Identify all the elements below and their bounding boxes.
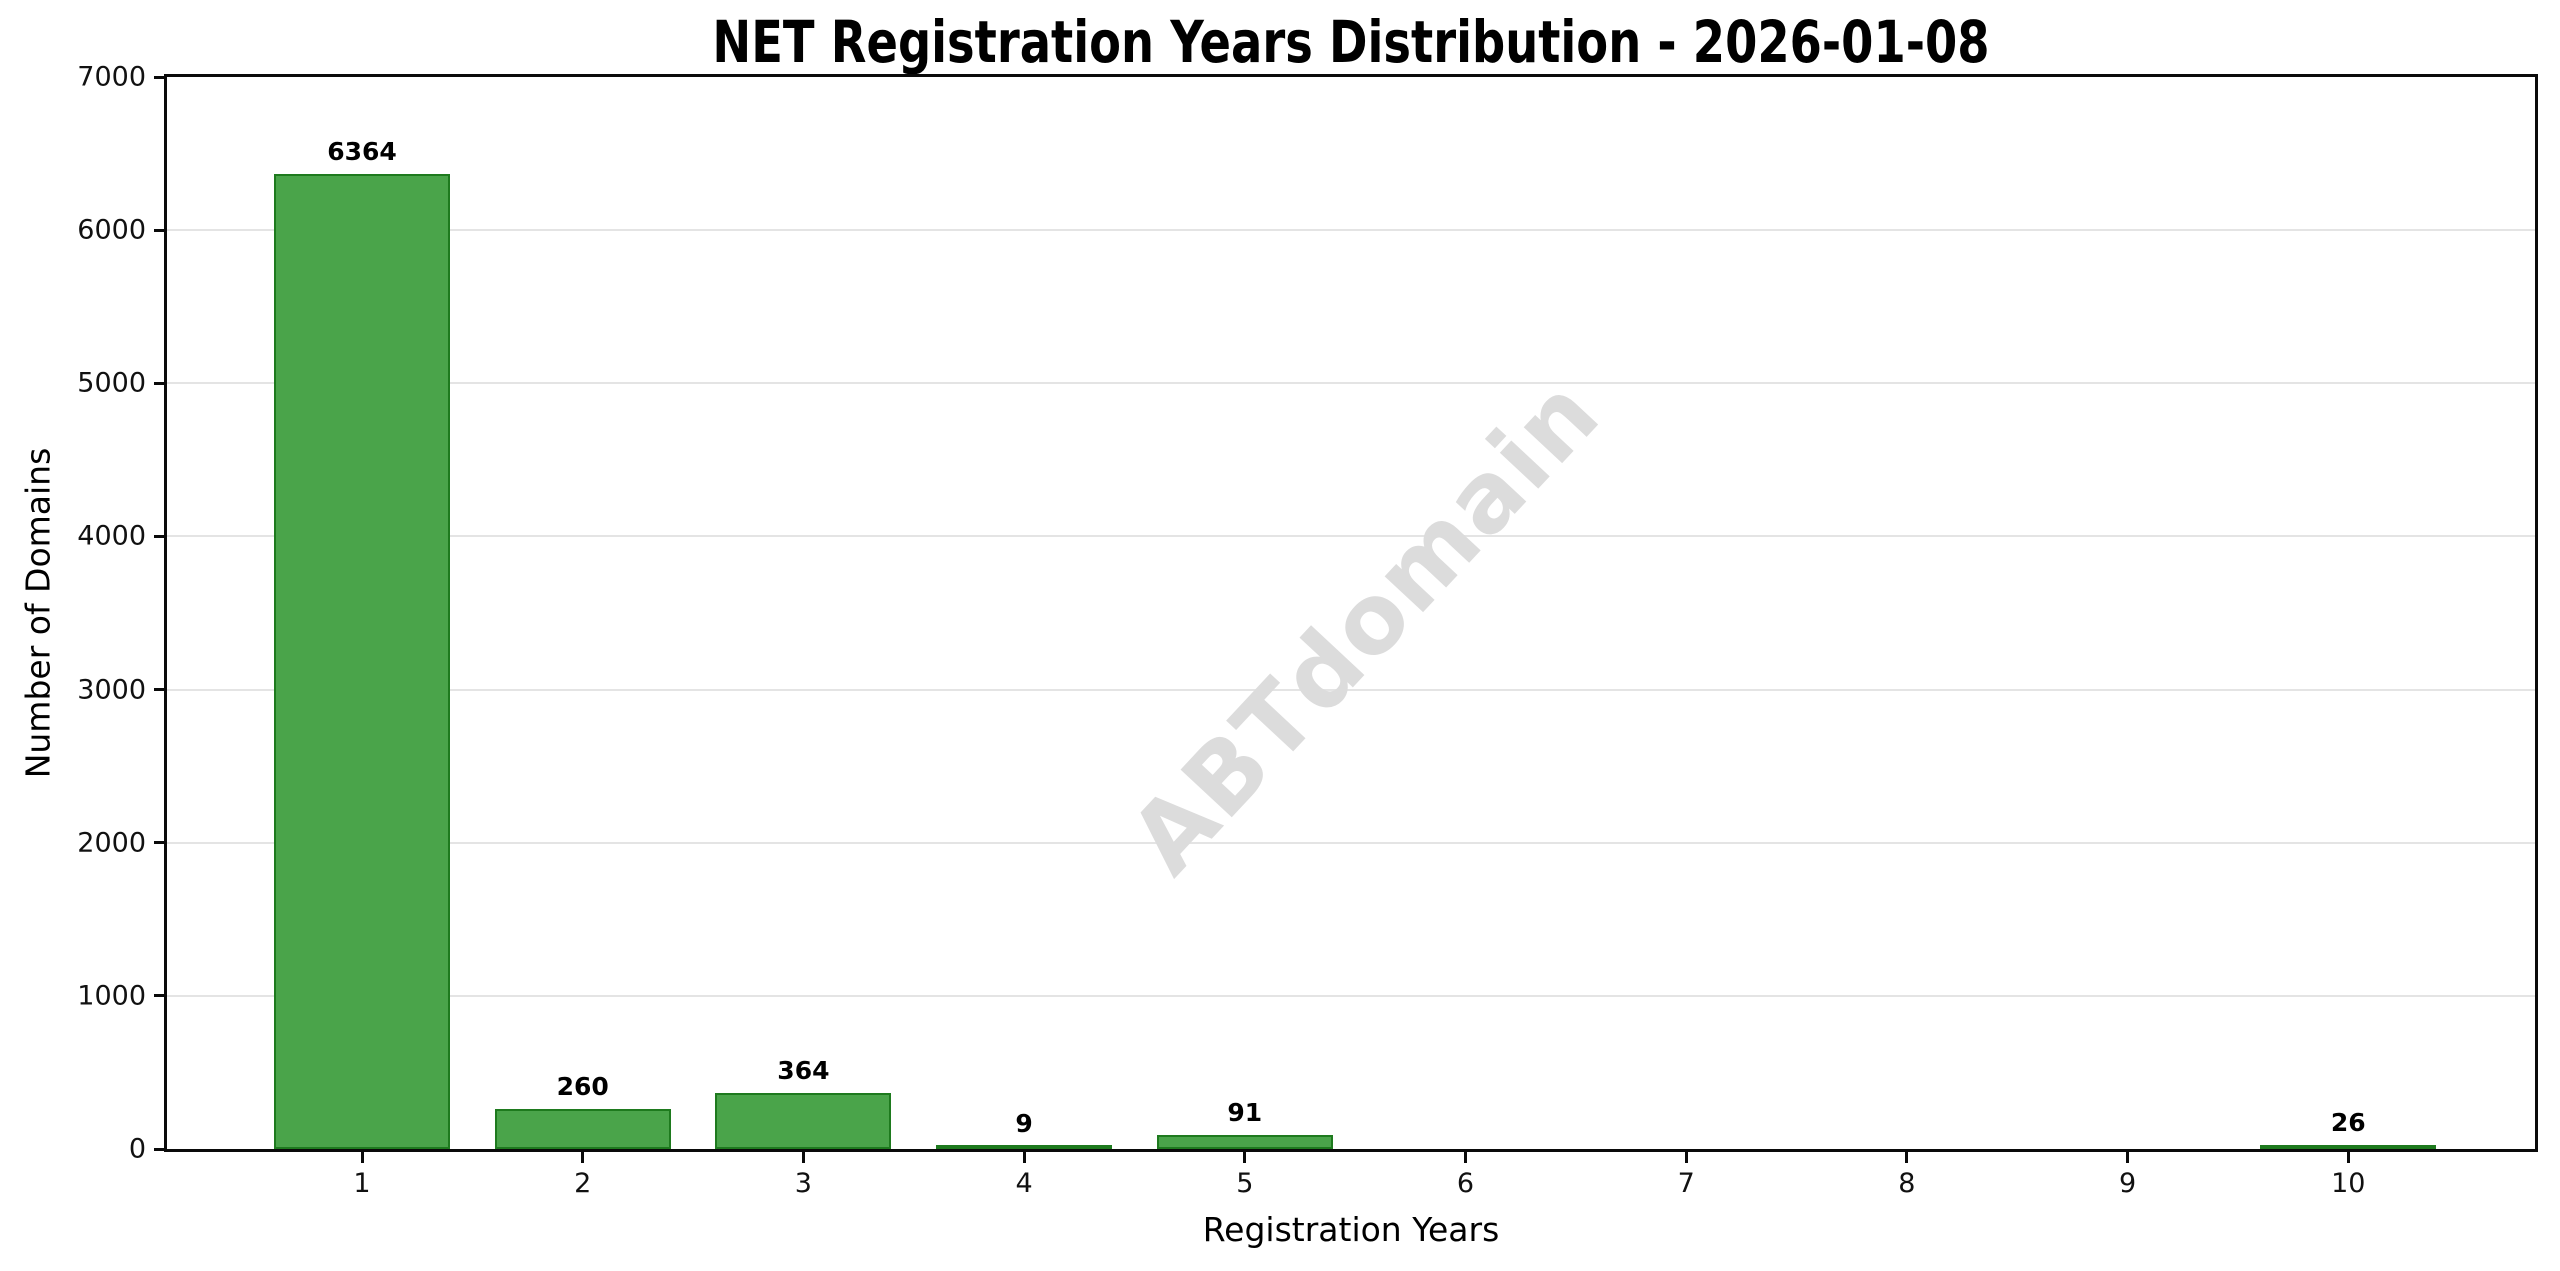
y-tick-label-7000: 7000 — [77, 61, 146, 93]
x-tick-mark-8 — [1905, 1152, 1909, 1163]
bar-value-label-1: 6364 — [327, 137, 397, 167]
chart-title: NET Registration Years Distribution - 20… — [553, 8, 2149, 76]
y-tick-mark-2000 — [154, 841, 164, 845]
x-tick-label-3: 3 — [794, 1168, 812, 1199]
y-tick-label-4000: 4000 — [77, 520, 146, 552]
y-tick-label-3000: 3000 — [77, 674, 146, 706]
chart-title-text: NET Registration Years Distribution - 20… — [712, 8, 1990, 76]
x-tick-label-5: 5 — [1236, 1168, 1254, 1199]
x-tick-label-1: 1 — [353, 1168, 371, 1199]
x-tick-label-9: 9 — [2119, 1168, 2137, 1199]
gridline-y-2000 — [167, 841, 2535, 844]
y-tick-mark-1000 — [154, 994, 164, 998]
x-tick-mark-10 — [2346, 1152, 2350, 1163]
y-tick-mark-0 — [154, 1147, 164, 1151]
y-tick-label-1000: 1000 — [77, 980, 146, 1012]
y-axis-label: Number of Domains — [18, 447, 58, 779]
x-tick-mark-5 — [1243, 1152, 1247, 1163]
x-tick-label-4: 4 — [1015, 1168, 1033, 1199]
y-tick-mark-6000 — [154, 228, 164, 232]
x-axis-label: Registration Years — [1202, 1210, 1500, 1249]
x-tick-mark-9 — [2126, 1152, 2130, 1163]
watermark-text: ABTdomain — [1108, 356, 1622, 896]
y-tick-mark-3000 — [154, 688, 164, 692]
bar-value-label-4: 9 — [1015, 1109, 1033, 1138]
x-tick-mark-3 — [801, 1152, 805, 1163]
bar-year-2 — [494, 1109, 671, 1149]
gridline-y-4000 — [167, 535, 2535, 538]
bar-year-3 — [715, 1093, 892, 1149]
bar-year-1 — [274, 174, 450, 1149]
x-tick-label-6: 6 — [1456, 1168, 1475, 1199]
bar-value-label-3: 364 — [777, 1056, 830, 1086]
bar-year-10 — [2260, 1145, 2437, 1149]
y-tick-mark-4000 — [154, 534, 164, 538]
x-tick-label-10: 10 — [2331, 1168, 2366, 1199]
gridline-y-6000 — [167, 229, 2535, 232]
y-tick-label-5000: 5000 — [77, 367, 146, 399]
gridline-y-3000 — [167, 688, 2535, 691]
gridline-y-1000 — [167, 994, 2535, 997]
y-tick-mark-7000 — [154, 75, 164, 79]
plot-area: ABTdomain 6364 260 364 9 91 26 0 1000 2000 3000 4… — [77, 62, 2538, 1199]
x-tick-mark-1 — [360, 1152, 364, 1163]
bar-year-5 — [1156, 1135, 1333, 1149]
bar-year-4 — [936, 1145, 1113, 1149]
x-tick-label-8: 8 — [1898, 1168, 1916, 1199]
x-tick-mark-4 — [1022, 1152, 1026, 1163]
x-tick-label-2: 2 — [574, 1168, 592, 1199]
x-tick-mark-7 — [1684, 1152, 1688, 1163]
bar-value-label-5: 91 — [1227, 1098, 1263, 1128]
x-tick-label-7: 7 — [1677, 1168, 1695, 1199]
y-tick-label-6000: 6000 — [77, 214, 146, 246]
bar-value-label-2: 260 — [556, 1072, 609, 1102]
y-tick-mark-5000 — [154, 381, 164, 385]
x-tick-mark-6 — [1464, 1152, 1467, 1163]
x-tick-mark-2 — [581, 1152, 585, 1163]
y-tick-label-0: 0 — [128, 1133, 146, 1165]
y-tick-label-2000: 2000 — [77, 827, 146, 859]
bar-value-label-10: 26 — [2330, 1108, 2366, 1138]
gridline-y-5000 — [167, 382, 2535, 385]
